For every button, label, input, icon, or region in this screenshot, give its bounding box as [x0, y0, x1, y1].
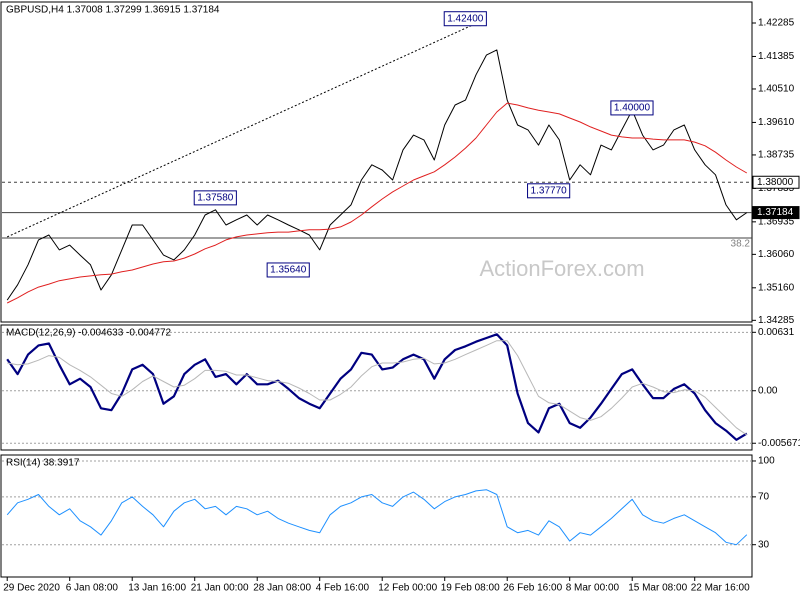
annotation: 1.42400: [443, 11, 487, 27]
panel-title: RSI(14) 38.3917: [6, 458, 80, 469]
y-tick-label: 100: [758, 456, 775, 467]
y-tick-label: -0.005671: [758, 438, 800, 449]
annotation: 1.35640: [266, 262, 310, 278]
series-line: [7, 340, 748, 436]
annotation-box: [193, 190, 237, 206]
y-tick-label: 70: [758, 492, 770, 503]
x-tick-label: 26 Feb 16:00: [503, 583, 562, 594]
annotation: 1.40000: [610, 100, 654, 116]
x-tick-label: 15 Mar 08:00: [628, 583, 687, 594]
annotation-box: [610, 100, 654, 116]
annotation: 1.37580: [193, 190, 237, 206]
annotation-label: 1.42400: [447, 13, 484, 24]
panel-frame: [0, 324, 753, 451]
series-line: [6, 49, 748, 301]
panel-frame: [0, 454, 753, 578]
y-tick-label: 0.00: [758, 385, 778, 396]
panel-title: GBPUSD,H4 1.37008 1.37299 1.36915 1.3718…: [6, 5, 220, 16]
annotation-box: [266, 262, 310, 278]
y-tick-label: 1.39610: [758, 117, 795, 128]
annotation-label: 1.35640: [270, 265, 307, 276]
series-line: [6, 489, 748, 546]
annotation-box: [527, 183, 571, 199]
annotation-label: 1.40000: [614, 103, 651, 114]
y-tick-label: 30: [758, 539, 770, 550]
annotation-label: 1.37770: [531, 185, 568, 196]
panel-frame: [0, 1, 753, 323]
y-tick-label: 1.34285: [758, 315, 795, 326]
y-tick-label: 1.40510: [758, 84, 795, 95]
series-line: [6, 102, 748, 304]
y-tick-label: 1.35160: [758, 282, 795, 293]
annotation-label: 1.37580: [197, 193, 234, 204]
y-tick-label: 1.41385: [758, 51, 795, 62]
level-box: [752, 175, 800, 189]
watermark: ActionForex.com: [479, 256, 644, 281]
x-tick-label: 4 Feb 16:00: [316, 583, 370, 594]
x-tick-label: 29 Dec 2020: [3, 583, 60, 594]
y-tick-label: 1.38735: [758, 150, 795, 161]
y-tick-label: 1.36060: [758, 249, 795, 260]
y-tick-label: 0.00631: [758, 327, 795, 338]
series-line: [6, 333, 748, 441]
x-tick-label: 22 Mar 16:00: [691, 583, 750, 594]
y-tick-label: 1.36935: [758, 216, 795, 227]
x-tick-label: 12 Feb 00:00: [378, 583, 437, 594]
panel-title: MACD(12,26,9) -0.004633 -0.004772: [6, 328, 172, 339]
annotation-box: [443, 11, 487, 27]
x-tick-label: 13 Jan 16:00: [128, 583, 186, 594]
x-tick-label: 6 Jan 08:00: [66, 583, 119, 594]
y-tick-label: 1.42285: [758, 18, 795, 29]
level-label: 38.2: [731, 239, 751, 250]
x-tick-label: 19 Feb 08:00: [441, 583, 500, 594]
x-tick-label: 28 Jan 08:00: [253, 583, 311, 594]
annotation: 1.37770: [527, 183, 571, 199]
level-label: 1.38000: [757, 177, 794, 188]
level-box: [752, 206, 800, 220]
x-tick-label: 8 Mar 00:00: [566, 583, 620, 594]
level-label: 1.37184: [757, 207, 794, 218]
x-tick-label: 21 Jan 00:00: [191, 583, 249, 594]
